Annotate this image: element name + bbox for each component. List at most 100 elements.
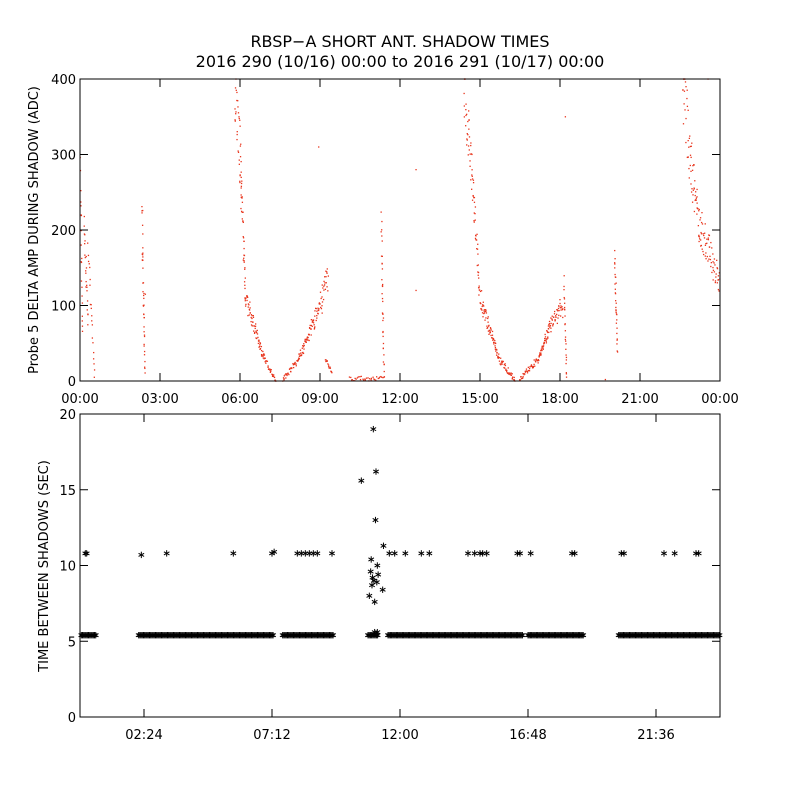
bottom-panel: 02:24 07:12 12:00 16:48 21:36 0 5 10 15 20 TIME B… [37, 408, 723, 743]
delta-amp-point [474, 212, 476, 215]
delta-amp-point [531, 365, 533, 368]
delta-amp-point [381, 262, 383, 265]
delta-amp-point [236, 91, 238, 94]
delta-amp-point [240, 210, 243, 213]
delta-amp-point [466, 133, 468, 135]
delta-amp-point [530, 364, 533, 366]
delta-amp-point [373, 378, 375, 380]
delta-amp-point [701, 212, 703, 214]
delta-amp-point [511, 373, 513, 375]
delta-amp-point [712, 279, 714, 281]
delta-amp-point [273, 375, 275, 378]
delta-amp-point [711, 271, 713, 274]
top-y-axis-label: Probe 5 DELTA AMP DURING SHADOW (ADC) [27, 86, 42, 374]
delta-amp-point [307, 336, 309, 339]
delta-amp-point [263, 354, 266, 356]
delta-amp-point [564, 116, 567, 118]
delta-amp-point [299, 355, 301, 357]
delta-amp-point [716, 282, 718, 284]
delta-amp-point [85, 286, 87, 288]
delta-amp-point [246, 295, 248, 297]
delta-amp-point [362, 378, 364, 380]
delta-amp-point [712, 253, 714, 255]
delta-amp-point [483, 309, 485, 311]
delta-amp-point [300, 352, 302, 354]
delta-amp-point [378, 376, 381, 378]
delta-amp-point [614, 262, 616, 264]
delta-amp-point [565, 356, 568, 359]
delta-amp-point [355, 378, 357, 380]
delta-amp-point [261, 354, 263, 356]
delta-amp-point [324, 282, 326, 284]
delta-amp-point [700, 231, 702, 234]
delta-amp-point [84, 256, 86, 259]
delta-amp-point [382, 330, 384, 333]
delta-amp-point [273, 374, 275, 376]
delta-amp-point [717, 275, 720, 277]
delta-amp-point [485, 312, 488, 314]
delta-amp-point [89, 303, 92, 306]
delta-amp-point [326, 286, 328, 288]
delta-amp-point [85, 272, 87, 274]
delta-amp-point [242, 211, 244, 213]
delta-amp-point [262, 355, 264, 357]
delta-amp-point [324, 276, 326, 278]
delta-amp-point [477, 271, 479, 273]
delta-amp-point [236, 99, 238, 102]
delta-amp-point [684, 81, 687, 83]
delta-amp-point [616, 313, 618, 316]
delta-amp-point [524, 373, 526, 375]
bottom-y-tick-label: 10 [59, 560, 76, 575]
shadow-interval-marker [163, 550, 170, 557]
delta-amp-point [80, 201, 82, 203]
delta-amp-point [87, 242, 89, 244]
delta-amp-point [90, 304, 92, 306]
delta-amp-point [481, 312, 484, 314]
delta-amp-point [247, 303, 250, 305]
delta-amp-point [688, 137, 691, 139]
delta-amp-point [258, 346, 260, 348]
delta-amp-point [243, 254, 246, 257]
delta-amp-point [80, 280, 83, 282]
delta-amp-point [143, 331, 145, 333]
delta-amp-point [291, 367, 293, 369]
delta-amp-point [498, 357, 500, 359]
delta-amp-point [478, 285, 480, 287]
shadow-interval-marker [368, 581, 376, 589]
delta-amp-point [533, 359, 535, 361]
bottom-x-tick-label: 07:12 [253, 728, 290, 743]
delta-amp-point [487, 330, 490, 332]
delta-amp-point [255, 323, 257, 325]
delta-amp-point [247, 306, 249, 308]
delta-amp-point [690, 170, 692, 172]
delta-amp-point [288, 373, 290, 376]
delta-amp-point [141, 210, 143, 212]
delta-amp-point [510, 374, 513, 376]
delta-amp-point [92, 342, 94, 344]
delta-amp-point [702, 253, 705, 256]
delta-amp-point [306, 337, 308, 339]
delta-amp-point [495, 350, 497, 352]
delta-amp-point [234, 119, 236, 121]
delta-amp-point [511, 377, 514, 379]
delta-amp-point [492, 339, 494, 341]
delta-amp-point [93, 369, 96, 371]
delta-amp-point [354, 377, 356, 380]
delta-amp-point [235, 89, 237, 91]
top-y-tick-label: 100 [51, 300, 76, 315]
delta-amp-point [241, 211, 243, 213]
delta-amp-point [260, 349, 263, 352]
delta-amp-point [498, 353, 500, 355]
delta-amp-point [143, 316, 145, 319]
delta-amp-point [560, 315, 562, 317]
delta-amp-point [468, 136, 471, 138]
delta-amp-point [529, 366, 531, 368]
delta-amp-point [323, 285, 325, 287]
delta-amp-point [532, 366, 535, 368]
delta-amp-point [511, 378, 514, 380]
delta-amp-point [243, 281, 246, 283]
shadow-interval-marker [426, 550, 433, 557]
delta-amp-point [490, 327, 492, 330]
delta-amp-point [471, 169, 473, 171]
delta-amp-point [486, 326, 489, 329]
